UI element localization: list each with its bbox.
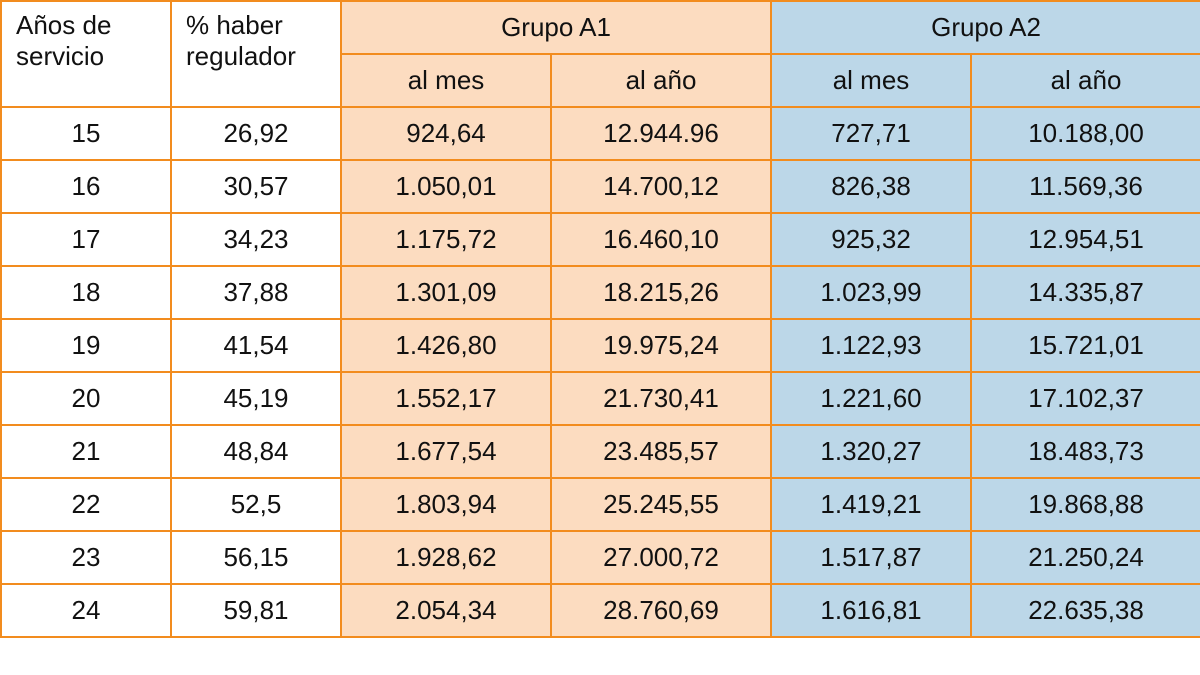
cell: 19.975,24	[551, 319, 771, 372]
cell: 1.175,72	[341, 213, 551, 266]
cell: 21.730,41	[551, 372, 771, 425]
cell: 12.954,51	[971, 213, 1200, 266]
cell: 1.320,27	[771, 425, 971, 478]
cell: 59,81	[171, 584, 341, 637]
cell: 23.485,57	[551, 425, 771, 478]
cell: 16	[1, 160, 171, 213]
cell: 22.635,38	[971, 584, 1200, 637]
header-a1-ano: al año	[551, 54, 771, 107]
cell: 30,57	[171, 160, 341, 213]
cell: 21	[1, 425, 171, 478]
cell: 45,19	[171, 372, 341, 425]
cell: 1.928,62	[341, 531, 551, 584]
cell: 16.460,10	[551, 213, 771, 266]
cell: 18.483,73	[971, 425, 1200, 478]
cell: 34,23	[171, 213, 341, 266]
table-row: 1526,92924,6412.944.96727,7110.188,00	[1, 107, 1200, 160]
cell: 23	[1, 531, 171, 584]
cell: 925,32	[771, 213, 971, 266]
header-grupo-a1: Grupo A1	[341, 1, 771, 54]
table-row: 1941,541.426,8019.975,241.122,9315.721,0…	[1, 319, 1200, 372]
table-row: 1630,571.050,0114.700,12826,3811.569,36	[1, 160, 1200, 213]
cell: 1.677,54	[341, 425, 551, 478]
cell: 37,88	[171, 266, 341, 319]
cell: 56,15	[171, 531, 341, 584]
cell: 19	[1, 319, 171, 372]
header-haber: % haber regulador	[171, 1, 341, 107]
cell: 22	[1, 478, 171, 531]
cell: 17.102,37	[971, 372, 1200, 425]
header-a2-mes: al mes	[771, 54, 971, 107]
cell: 1.616,81	[771, 584, 971, 637]
table-body: 1526,92924,6412.944.96727,7110.188,00163…	[1, 107, 1200, 637]
header-grupo-a2: Grupo A2	[771, 1, 1200, 54]
table-header: Años de servicio % haber regulador Grupo…	[1, 1, 1200, 107]
cell: 48,84	[171, 425, 341, 478]
cell: 25.245,55	[551, 478, 771, 531]
header-a2-ano: al año	[971, 54, 1200, 107]
cell: 14.700,12	[551, 160, 771, 213]
cell: 1.050,01	[341, 160, 551, 213]
cell: 19.868,88	[971, 478, 1200, 531]
cell: 1.122,93	[771, 319, 971, 372]
cell: 1.552,17	[341, 372, 551, 425]
cell: 11.569,36	[971, 160, 1200, 213]
cell: 15	[1, 107, 171, 160]
cell: 1.023,99	[771, 266, 971, 319]
cell: 1.517,87	[771, 531, 971, 584]
cell: 1.301,09	[341, 266, 551, 319]
cell: 27.000,72	[551, 531, 771, 584]
cell: 1.419,21	[771, 478, 971, 531]
cell: 1.426,80	[341, 319, 551, 372]
cell: 14.335,87	[971, 266, 1200, 319]
cell: 826,38	[771, 160, 971, 213]
cell: 727,71	[771, 107, 971, 160]
header-a1-mes: al mes	[341, 54, 551, 107]
table-row: 2356,151.928,6227.000,721.517,8721.250,2…	[1, 531, 1200, 584]
header-anos: Años de servicio	[1, 1, 171, 107]
cell: 1.803,94	[341, 478, 551, 531]
cell: 12.944.96	[551, 107, 771, 160]
cell: 52,5	[171, 478, 341, 531]
cell: 24	[1, 584, 171, 637]
table-row: 2148,841.677,5423.485,571.320,2718.483,7…	[1, 425, 1200, 478]
cell: 20	[1, 372, 171, 425]
cell: 10.188,00	[971, 107, 1200, 160]
table-row: 2045,191.552,1721.730,411.221,6017.102,3…	[1, 372, 1200, 425]
cell: 26,92	[171, 107, 341, 160]
table-row: 1837,881.301,0918.215,261.023,9914.335,8…	[1, 266, 1200, 319]
cell: 41,54	[171, 319, 341, 372]
table-row: 2459,812.054,3428.760,691.616,8122.635,3…	[1, 584, 1200, 637]
cell: 18	[1, 266, 171, 319]
cell: 924,64	[341, 107, 551, 160]
cell: 21.250,24	[971, 531, 1200, 584]
table-row: 2252,51.803,9425.245,551.419,2119.868,88	[1, 478, 1200, 531]
cell: 28.760,69	[551, 584, 771, 637]
pension-table: Años de servicio % haber regulador Grupo…	[0, 0, 1200, 638]
cell: 15.721,01	[971, 319, 1200, 372]
cell: 2.054,34	[341, 584, 551, 637]
cell: 18.215,26	[551, 266, 771, 319]
table-row: 1734,231.175,7216.460,10925,3212.954,51	[1, 213, 1200, 266]
cell: 17	[1, 213, 171, 266]
cell: 1.221,60	[771, 372, 971, 425]
